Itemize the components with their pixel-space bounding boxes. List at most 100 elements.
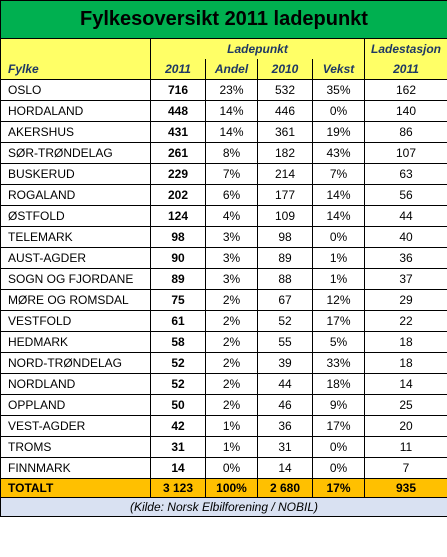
cell-andel: 2% [205, 289, 258, 311]
cell-2011: 431 [150, 121, 206, 143]
cell-andel: 7% [205, 163, 258, 185]
cell-stasjon: 140 [364, 100, 447, 122]
cell-andel: 1% [205, 436, 258, 458]
table-row: OSLO 716 23% 532 35% 162 [0, 79, 447, 101]
cell-andel: 2% [205, 373, 258, 395]
table-row: HEDMARK 58 2% 55 5% 18 [0, 331, 447, 353]
cell-2011: 202 [150, 184, 206, 206]
cell-2010: 14 [257, 457, 313, 479]
cell-2011: 229 [150, 163, 206, 185]
cell-2011: 90 [150, 247, 206, 269]
cell-stasjon: 36 [364, 247, 447, 269]
table-row: NORD-TRØNDELAG 52 2% 39 33% 18 [0, 352, 447, 374]
cell-fylke: VESTFOLD [0, 310, 151, 332]
cell-2011: 89 [150, 268, 206, 290]
cell-2011: 52 [150, 373, 206, 395]
cell-stasjon: 162 [364, 79, 447, 101]
cell-vekst: 0% [312, 436, 365, 458]
cell-2010: 31 [257, 436, 313, 458]
table-row: AKERSHUS 431 14% 361 19% 86 [0, 121, 447, 143]
cell-fylke: TELEMARK [0, 226, 151, 248]
cell-vekst: 14% [312, 205, 365, 227]
cell-2010: 182 [257, 142, 313, 164]
cell-fylke: MØRE OG ROMSDAL [0, 289, 151, 311]
header-station-2011: 2011 [364, 59, 447, 80]
cell-fylke: AKERSHUS [0, 121, 151, 143]
table-row: VESTFOLD 61 2% 52 17% 22 [0, 310, 447, 332]
cell-stasjon: 25 [364, 394, 447, 416]
cell-vekst: 0% [312, 457, 365, 479]
header-group-ladepunkt: Ladepunkt [150, 38, 365, 59]
cell-fylke: FINNMARK [0, 457, 151, 479]
table-row: ØSTFOLD 124 4% 109 14% 44 [0, 205, 447, 227]
header-empty [0, 38, 151, 59]
cell-2010: 214 [257, 163, 313, 185]
cell-andel: 14% [205, 121, 258, 143]
cell-vekst: 5% [312, 331, 365, 353]
cell-vekst: 0% [312, 226, 365, 248]
table-row: VEST-AGDER 42 1% 36 17% 20 [0, 415, 447, 437]
cell-2011: 61 [150, 310, 206, 332]
table-row: TELEMARK 98 3% 98 0% 40 [0, 226, 447, 248]
cell-stasjon: 86 [364, 121, 447, 143]
cell-andel: 3% [205, 247, 258, 269]
cell-stasjon: 18 [364, 352, 447, 374]
cell-andel: 6% [205, 184, 258, 206]
cell-stasjon: 37 [364, 268, 447, 290]
cell-2011: 42 [150, 415, 206, 437]
total-vekst: 17% [312, 478, 365, 498]
header-vekst: Vekst [312, 59, 365, 80]
cell-fylke: ROGALAND [0, 184, 151, 206]
cell-stasjon: 56 [364, 184, 447, 206]
table-row: AUST-AGDER 90 3% 89 1% 36 [0, 247, 447, 269]
cell-fylke: ØSTFOLD [0, 205, 151, 227]
cell-2011: 448 [150, 100, 206, 122]
cell-stasjon: 44 [364, 205, 447, 227]
header-andel: Andel [205, 59, 258, 80]
total-label: TOTALT [0, 478, 151, 498]
cell-andel: 4% [205, 205, 258, 227]
cell-stasjon: 29 [364, 289, 447, 311]
cell-2010: 446 [257, 100, 313, 122]
cell-stasjon: 63 [364, 163, 447, 185]
table-row: HORDALAND 448 14% 446 0% 140 [0, 100, 447, 122]
cell-fylke: HEDMARK [0, 331, 151, 353]
cell-andel: 0% [205, 457, 258, 479]
cell-fylke: SØR-TRØNDELAG [0, 142, 151, 164]
total-2011: 3 123 [150, 478, 206, 498]
table-row: SOGN OG FJORDANE 89 3% 88 1% 37 [0, 268, 447, 290]
table-row: MØRE OG ROMSDAL 75 2% 67 12% 29 [0, 289, 447, 311]
cell-stasjon: 107 [364, 142, 447, 164]
cell-2011: 58 [150, 331, 206, 353]
cell-stasjon: 14 [364, 373, 447, 395]
cell-2010: 109 [257, 205, 313, 227]
cell-vekst: 1% [312, 268, 365, 290]
cell-stasjon: 11 [364, 436, 447, 458]
cell-vekst: 19% [312, 121, 365, 143]
cell-2010: 55 [257, 331, 313, 353]
header-2010: 2010 [257, 59, 313, 80]
cell-fylke: OPPLAND [0, 394, 151, 416]
cell-2010: 44 [257, 373, 313, 395]
cell-2010: 67 [257, 289, 313, 311]
total-andel: 100% [205, 478, 258, 498]
cell-fylke: AUST-AGDER [0, 247, 151, 269]
table-row: NORDLAND 52 2% 44 18% 14 [0, 373, 447, 395]
header-column-row: Fylke 2011 Andel 2010 Vekst 2011 [0, 59, 447, 80]
cell-2010: 532 [257, 79, 313, 101]
cell-2011: 124 [150, 205, 206, 227]
table-title: Fylkesoversikt 2011 ladepunkt [0, 0, 447, 39]
cell-stasjon: 20 [364, 415, 447, 437]
cell-2011: 261 [150, 142, 206, 164]
cell-2011: 75 [150, 289, 206, 311]
cell-vekst: 1% [312, 247, 365, 269]
cell-2010: 88 [257, 268, 313, 290]
cell-2010: 98 [257, 226, 313, 248]
source-note: (Kilde: Norsk Elbilforening / NOBIL) [0, 497, 447, 517]
cell-2010: 36 [257, 415, 313, 437]
table-row: SØR-TRØNDELAG 261 8% 182 43% 107 [0, 142, 447, 164]
header-fylke: Fylke [0, 59, 151, 80]
cell-stasjon: 18 [364, 331, 447, 353]
table-row: OPPLAND 50 2% 46 9% 25 [0, 394, 447, 416]
